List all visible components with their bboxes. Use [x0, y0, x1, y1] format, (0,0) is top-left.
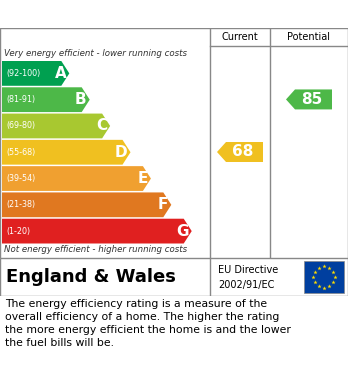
Text: Not energy efficient - higher running costs: Not energy efficient - higher running co… — [4, 245, 187, 254]
Text: E: E — [137, 171, 148, 186]
Bar — [304, 261, 344, 293]
Text: 85: 85 — [301, 92, 323, 107]
Text: Current: Current — [222, 32, 258, 42]
Text: C: C — [96, 118, 107, 133]
Text: 2002/91/EC: 2002/91/EC — [218, 280, 274, 290]
Polygon shape — [217, 142, 263, 162]
Text: (92-100): (92-100) — [6, 69, 40, 78]
Text: The energy efficiency rating is a measure of the
overall efficiency of a home. T: The energy efficiency rating is a measur… — [5, 299, 291, 348]
Polygon shape — [2, 166, 151, 191]
Polygon shape — [2, 192, 171, 217]
Polygon shape — [2, 140, 130, 165]
Polygon shape — [2, 87, 90, 112]
Text: Energy Efficiency Rating: Energy Efficiency Rating — [10, 7, 220, 22]
Text: D: D — [115, 145, 127, 160]
Text: (69-80): (69-80) — [6, 122, 35, 131]
Text: Very energy efficient - lower running costs: Very energy efficient - lower running co… — [4, 49, 187, 58]
Polygon shape — [2, 61, 69, 86]
Text: Potential: Potential — [287, 32, 331, 42]
Text: A: A — [55, 66, 66, 81]
Text: (39-54): (39-54) — [6, 174, 35, 183]
Text: England & Wales: England & Wales — [6, 268, 176, 286]
Polygon shape — [286, 90, 332, 109]
Polygon shape — [2, 113, 110, 138]
Text: (81-91): (81-91) — [6, 95, 35, 104]
Text: B: B — [75, 92, 87, 107]
Text: (1-20): (1-20) — [6, 227, 30, 236]
Text: G: G — [176, 224, 189, 239]
Polygon shape — [2, 219, 192, 244]
Text: 68: 68 — [232, 145, 254, 160]
Text: (21-38): (21-38) — [6, 200, 35, 209]
Text: F: F — [158, 197, 168, 212]
Text: EU Directive: EU Directive — [218, 265, 278, 275]
Text: (55-68): (55-68) — [6, 148, 35, 157]
